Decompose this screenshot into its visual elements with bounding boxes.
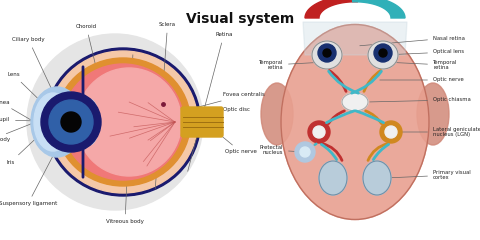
- Ellipse shape: [319, 161, 347, 195]
- Text: Iris: Iris: [7, 98, 79, 164]
- Text: Aqueous body: Aqueous body: [0, 109, 69, 143]
- Text: Sclera: Sclera: [155, 23, 176, 189]
- Ellipse shape: [417, 83, 449, 145]
- Text: Visual system: Visual system: [186, 12, 294, 26]
- Ellipse shape: [281, 24, 429, 220]
- Text: Pupil: Pupil: [0, 118, 68, 122]
- Text: Lens: Lens: [7, 72, 89, 148]
- Ellipse shape: [48, 51, 197, 193]
- Polygon shape: [352, 0, 405, 18]
- Circle shape: [323, 49, 331, 57]
- Circle shape: [300, 147, 310, 157]
- Text: Vitreous body: Vitreous body: [106, 55, 144, 224]
- Circle shape: [41, 92, 101, 152]
- Text: Primary visual
cortex: Primary visual cortex: [388, 170, 471, 180]
- Text: Ciliary body: Ciliary body: [12, 37, 94, 180]
- Text: Temporal
retina: Temporal retina: [386, 60, 457, 70]
- Circle shape: [295, 142, 315, 162]
- Text: Optic chiasma: Optic chiasma: [370, 97, 471, 102]
- Circle shape: [49, 100, 93, 144]
- Circle shape: [27, 34, 203, 210]
- Circle shape: [385, 126, 397, 138]
- Circle shape: [374, 44, 392, 62]
- Text: Optic nerve: Optic nerve: [197, 116, 257, 155]
- Text: Cornea: Cornea: [0, 100, 53, 132]
- Text: Optical lens: Optical lens: [386, 49, 464, 55]
- Ellipse shape: [363, 161, 391, 195]
- Text: Pretectal
nucleus: Pretectal nucleus: [260, 144, 302, 156]
- Ellipse shape: [261, 83, 293, 145]
- Text: Fovea centralis: Fovea centralis: [190, 92, 265, 109]
- Ellipse shape: [79, 99, 99, 145]
- Ellipse shape: [368, 41, 398, 69]
- Text: Choroid: Choroid: [76, 24, 124, 185]
- Ellipse shape: [342, 93, 368, 111]
- Text: Suspensory ligament: Suspensory ligament: [0, 62, 102, 206]
- Ellipse shape: [31, 87, 83, 157]
- Ellipse shape: [312, 41, 342, 69]
- Text: Temporal
retina: Temporal retina: [259, 60, 324, 70]
- FancyBboxPatch shape: [181, 107, 223, 137]
- Text: Lateral geniculate
nucleus (LGN): Lateral geniculate nucleus (LGN): [394, 127, 480, 137]
- Circle shape: [380, 121, 402, 143]
- Circle shape: [318, 44, 336, 62]
- Circle shape: [308, 121, 330, 143]
- Ellipse shape: [56, 58, 191, 186]
- Ellipse shape: [34, 93, 72, 151]
- Ellipse shape: [76, 68, 181, 176]
- Circle shape: [313, 126, 325, 138]
- Ellipse shape: [62, 64, 183, 180]
- Polygon shape: [303, 22, 407, 55]
- Text: Retina: Retina: [188, 32, 232, 171]
- Text: Optic disc: Optic disc: [181, 108, 250, 129]
- Text: Optic nerve: Optic nerve: [380, 78, 464, 83]
- Circle shape: [61, 112, 81, 132]
- Polygon shape: [305, 0, 358, 18]
- Circle shape: [379, 49, 387, 57]
- Text: Nasal retina: Nasal retina: [360, 36, 465, 46]
- Ellipse shape: [46, 48, 201, 196]
